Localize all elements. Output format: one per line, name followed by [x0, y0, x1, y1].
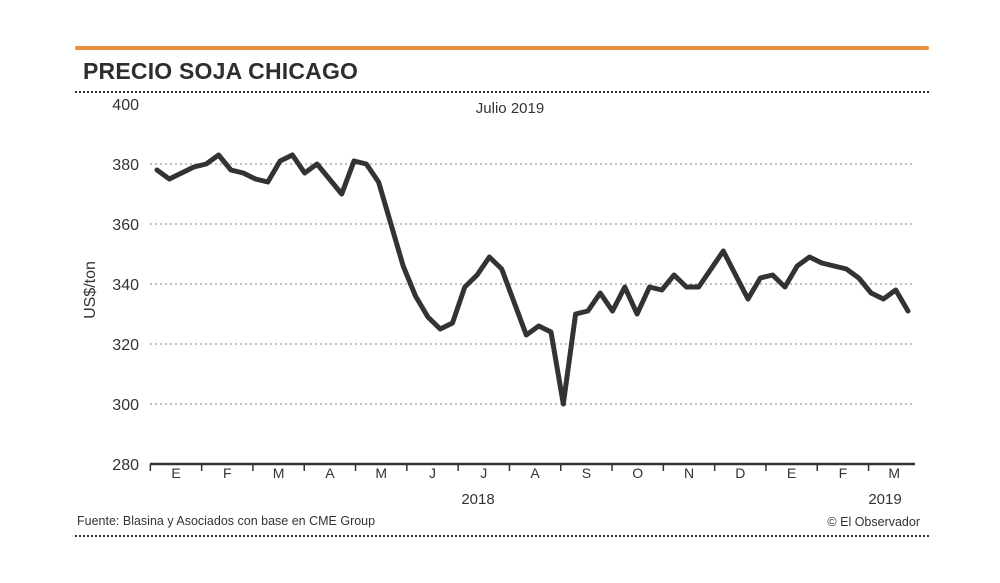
x-tick-label: D	[735, 465, 745, 481]
y-tick-label: 340	[112, 277, 139, 294]
source-note: Fuente: Blasina y Asociados con base en …	[77, 514, 376, 528]
grid-lines	[150, 163, 915, 405]
y-axis-ticks: 280 300 320 340 360 380 400	[112, 97, 139, 474]
x-tick-label: S	[582, 465, 591, 481]
year-label: 2018	[461, 491, 494, 508]
y-tick-label: 360	[112, 217, 139, 234]
y-axis-label: US$/ton	[82, 261, 99, 319]
x-tick-label: A	[325, 465, 335, 481]
x-tick-label: J	[480, 465, 487, 481]
y-tick-label: 400	[112, 97, 139, 114]
year-labels: 2018 2019	[461, 491, 901, 508]
year-label: 2019	[868, 491, 901, 508]
y-tick-label: 320	[112, 337, 139, 354]
x-tick-label: E	[787, 465, 796, 481]
footer-divider	[75, 535, 929, 537]
y-tick-label: 300	[112, 397, 139, 414]
x-tick-label: F	[223, 465, 232, 481]
y-tick-label: 380	[112, 157, 139, 174]
x-tick-label: E	[171, 465, 180, 481]
x-tick-label: N	[684, 465, 694, 481]
x-tick-label: J	[429, 465, 436, 481]
x-tick-label: O	[632, 465, 643, 481]
copyright-credit: © El Observador	[827, 515, 920, 529]
chart-subtitle: Julio 2019	[476, 100, 544, 117]
accent-top-rule	[75, 46, 929, 50]
x-tick-label: F	[839, 465, 848, 481]
title-divider	[75, 91, 929, 93]
x-tick-label: A	[530, 465, 540, 481]
x-tick-label: M	[888, 465, 900, 481]
chart-title: PRECIO SOJA CHICAGO	[83, 58, 359, 84]
price-series-line	[154, 152, 911, 407]
y-tick-label: 280	[112, 457, 139, 474]
x-tick-label: M	[375, 465, 387, 481]
x-tick-label: M	[273, 465, 285, 481]
